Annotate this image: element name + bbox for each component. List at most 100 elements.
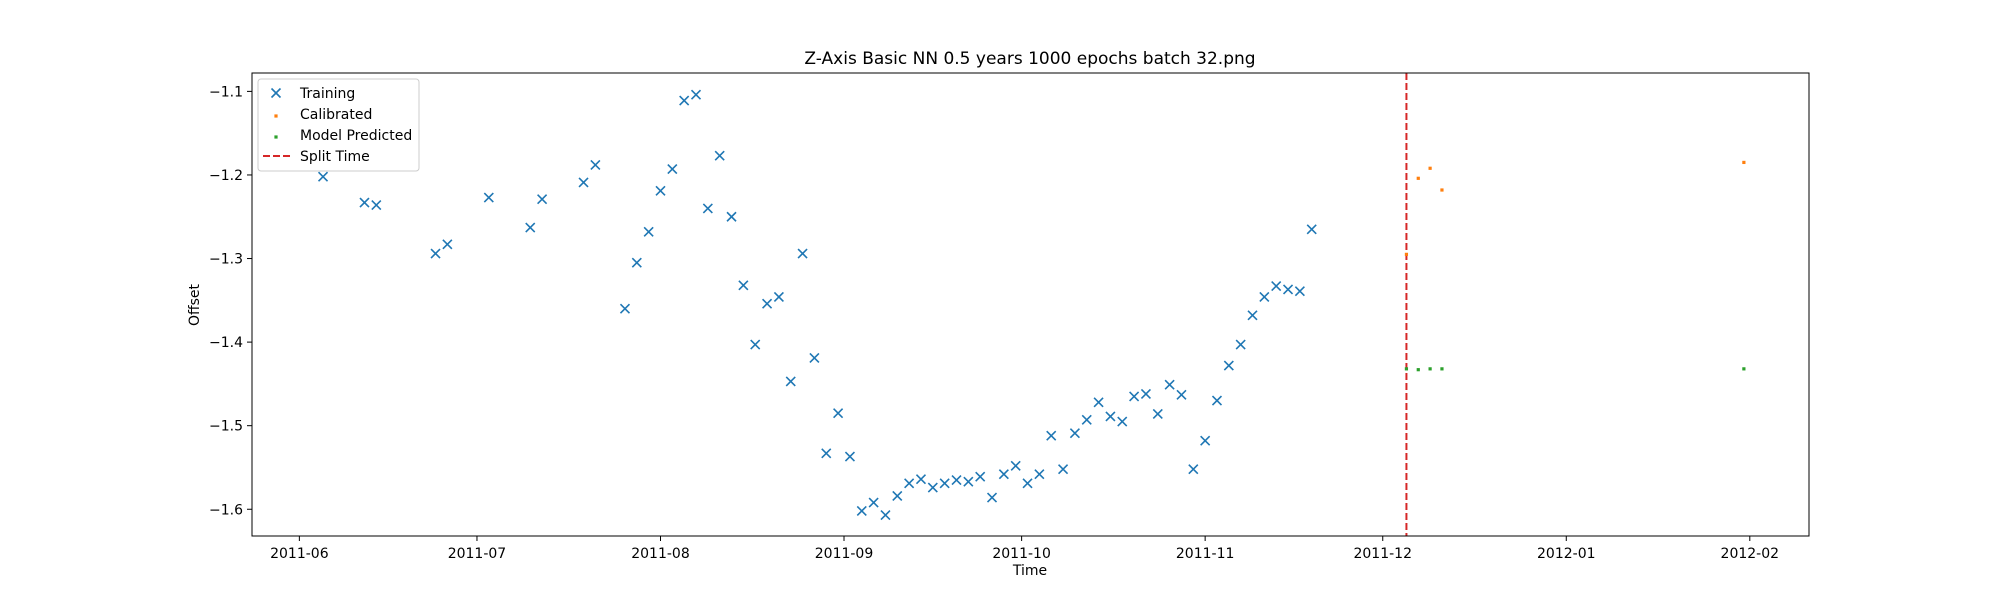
x-tick-label: 2011-07 <box>448 546 507 562</box>
model-predicted-point <box>1742 367 1746 371</box>
training-point <box>821 448 832 459</box>
training-point <box>1223 360 1234 371</box>
marker-stroke <box>785 376 796 387</box>
marker-stroke <box>483 192 494 203</box>
marker-stroke <box>442 239 453 250</box>
marker-stroke <box>963 476 974 487</box>
x-axis-label: Time <box>1012 563 1047 579</box>
marker-stroke <box>590 159 601 170</box>
y-tick-label: −1.1 <box>209 84 243 100</box>
training-point <box>702 203 713 214</box>
marker-stroke <box>844 451 856 462</box>
marker-stroke <box>998 469 1009 480</box>
training-point <box>856 505 867 516</box>
marker-stroke <box>679 95 690 106</box>
training-point <box>750 339 761 350</box>
x-tick-label: 2012-02 <box>1721 546 1780 562</box>
training-point <box>986 492 998 503</box>
training-point <box>809 352 820 364</box>
training-point <box>880 510 891 521</box>
training-point <box>690 89 702 100</box>
training-point <box>1093 397 1104 408</box>
training-point <box>1081 414 1092 425</box>
marker-stroke <box>702 203 713 214</box>
training-point <box>1235 339 1246 350</box>
model-predicted-point <box>1428 367 1432 371</box>
marker-stroke <box>880 510 891 521</box>
training-point <box>915 474 927 485</box>
marker-stroke <box>714 150 725 161</box>
marker-stroke <box>631 257 642 268</box>
training-point <box>833 408 844 419</box>
marker-stroke <box>986 492 998 503</box>
marker-stroke <box>1200 435 1211 446</box>
x-tick-label: 2011-06 <box>270 546 329 562</box>
training-point <box>655 185 666 196</box>
training-point <box>1010 460 1021 471</box>
legend: Training Calibrated Model Predicted Split T… <box>257 78 420 172</box>
x-axis: 2011-06 2011-07 2011-08 2011-09 2011-10 2011-… <box>270 536 1779 562</box>
training-point <box>1211 395 1223 406</box>
marker-stroke <box>738 280 749 291</box>
marker-stroke <box>821 448 832 459</box>
training-point <box>359 197 370 208</box>
marker-stroke <box>868 497 879 508</box>
marker-stroke <box>537 194 548 205</box>
marker-stroke <box>619 303 631 314</box>
x-tick-label: 2011-11 <box>1176 546 1235 562</box>
marker-stroke <box>643 226 654 237</box>
training-point <box>578 177 589 188</box>
marker-stroke <box>1046 430 1057 441</box>
marker-stroke <box>1069 428 1080 439</box>
training-point <box>797 248 808 259</box>
calibrated-point <box>1404 252 1409 256</box>
training-point <box>1247 310 1258 321</box>
training-point <box>963 476 974 487</box>
legend-model-predicted-swatch <box>274 135 278 139</box>
training-point <box>643 226 654 237</box>
training-point <box>785 376 796 387</box>
x-tick-label: 2011-12 <box>1353 546 1412 562</box>
marker-stroke <box>833 408 844 419</box>
training-point <box>868 497 879 508</box>
marker-stroke <box>1188 464 1199 475</box>
legend-calibrated-label: Calibrated <box>300 107 372 123</box>
training-point <box>525 222 536 233</box>
training-point <box>998 469 1009 480</box>
legend-box <box>257 78 420 172</box>
marker-stroke <box>1105 411 1116 422</box>
marker-stroke <box>915 474 927 485</box>
training-point <box>317 171 329 182</box>
marker-stroke <box>317 171 329 182</box>
training-point <box>667 164 678 175</box>
marker-stroke <box>1247 310 1258 321</box>
plot-area <box>317 73 1746 536</box>
marker-stroke <box>927 482 938 493</box>
legend-training-swatch <box>270 87 282 99</box>
training-point <box>1176 389 1187 400</box>
marker-stroke <box>904 478 915 489</box>
marker-stroke <box>726 211 737 222</box>
y-tick-label: −1.3 <box>209 252 243 268</box>
chart-title: Z-Axis Basic NN 0.5 years 1000 epochs ba… <box>804 49 1255 69</box>
training-point <box>1105 411 1116 422</box>
legend-model-predicted-label: Model Predicted <box>300 128 412 144</box>
marker-stroke <box>430 248 441 259</box>
training-point <box>1057 464 1069 475</box>
marker-stroke <box>1081 414 1092 425</box>
training-point <box>371 199 382 211</box>
training-point <box>590 159 601 170</box>
training-point <box>1294 286 1305 297</box>
plot-frame <box>251 72 1810 537</box>
marker-stroke <box>797 248 808 259</box>
training-point <box>537 194 548 205</box>
x-tick-label: 2011-10 <box>992 546 1051 562</box>
training-point <box>1306 224 1317 235</box>
marker-stroke <box>270 87 282 99</box>
marker-stroke <box>525 222 536 233</box>
y-tick-label: −1.6 <box>209 502 243 518</box>
training-point <box>927 482 938 493</box>
marker-stroke <box>1057 464 1069 475</box>
training-point <box>1282 284 1294 295</box>
